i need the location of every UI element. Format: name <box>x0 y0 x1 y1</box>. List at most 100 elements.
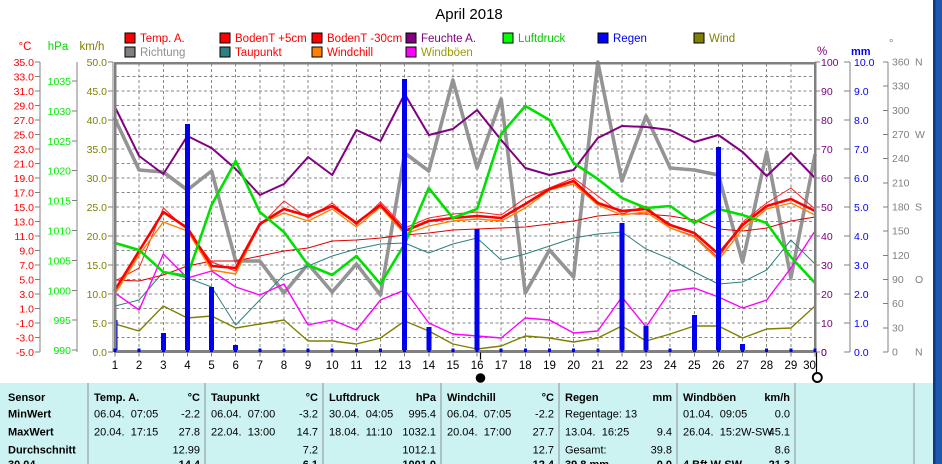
svg-text:14.4: 14.4 <box>179 459 201 464</box>
svg-text:13: 13 <box>398 360 411 372</box>
svg-text:8.0: 8.0 <box>854 115 869 127</box>
svg-text:0: 0 <box>821 347 827 359</box>
svg-text:15.0: 15.0 <box>14 202 35 214</box>
svg-text:15.0: 15.0 <box>87 260 108 272</box>
svg-text:1.0: 1.0 <box>854 318 869 330</box>
svg-text:Regen: Regen <box>565 392 599 404</box>
svg-text:06.04. 07:00: 06.04. 07:00 <box>211 409 275 421</box>
svg-text:9.0: 9.0 <box>19 246 34 258</box>
svg-text:km/h: km/h <box>764 392 790 404</box>
svg-text:2: 2 <box>136 360 142 372</box>
svg-text:35.0: 35.0 <box>87 144 108 156</box>
svg-text:7: 7 <box>257 360 263 372</box>
svg-text:1035: 1035 <box>48 76 72 88</box>
svg-text:-5.0: -5.0 <box>16 347 34 359</box>
svg-text:20.04. 17:00: 20.04. 17:00 <box>447 427 511 439</box>
svg-text:19.0: 19.0 <box>14 173 35 185</box>
svg-text:10: 10 <box>326 360 339 372</box>
svg-text:27.0: 27.0 <box>14 115 35 127</box>
svg-text:25.0: 25.0 <box>14 130 35 142</box>
svg-text:7.2: 7.2 <box>303 445 318 457</box>
svg-text:35.0: 35.0 <box>14 57 35 69</box>
svg-text:210: 210 <box>892 177 910 189</box>
svg-text:April 2018: April 2018 <box>435 6 503 23</box>
svg-text:26.04. 15:2W-SW: 26.04. 15:2W-SW <box>683 427 773 439</box>
svg-text:22.04. 13:00: 22.04. 13:00 <box>211 427 275 439</box>
svg-text:45.1: 45.1 <box>769 427 790 439</box>
svg-text:13.04. 16:25: 13.04. 16:25 <box>565 427 629 439</box>
svg-text:45.0: 45.0 <box>87 86 108 98</box>
svg-text:30.0: 30.0 <box>87 173 108 185</box>
svg-text:21.0: 21.0 <box>14 159 35 171</box>
svg-text:25.0: 25.0 <box>87 202 108 214</box>
svg-text:S: S <box>915 202 922 214</box>
svg-text:40.0: 40.0 <box>87 115 108 127</box>
svg-text:1012.1: 1012.1 <box>402 445 436 457</box>
svg-text:-3.0: -3.0 <box>16 333 34 345</box>
svg-text:5.0: 5.0 <box>854 202 869 214</box>
svg-text:1000: 1000 <box>48 285 72 297</box>
svg-text:°C: °C <box>19 41 32 53</box>
svg-text:300: 300 <box>892 105 910 117</box>
svg-text:0.0: 0.0 <box>775 409 790 421</box>
svg-text:2.0: 2.0 <box>854 289 869 301</box>
svg-text:Wind: Wind <box>709 33 735 45</box>
svg-text:Feuchte A.: Feuchte A. <box>421 33 476 45</box>
svg-text:28: 28 <box>760 360 773 372</box>
svg-text:11.0: 11.0 <box>14 231 34 243</box>
svg-text:29.0: 29.0 <box>14 101 35 113</box>
svg-text:0.0: 0.0 <box>854 347 869 359</box>
svg-text:60: 60 <box>821 173 833 185</box>
svg-text:°C: °C <box>306 392 318 404</box>
svg-text:12.99: 12.99 <box>172 445 200 457</box>
svg-text:O: O <box>915 274 923 286</box>
svg-text:-1.0: -1.0 <box>16 318 34 330</box>
svg-text:N: N <box>915 347 923 359</box>
svg-text:0: 0 <box>821 347 827 359</box>
svg-text:Sensor: Sensor <box>8 392 46 404</box>
svg-text:BodenT -30cm: BodenT -30cm <box>327 33 402 45</box>
svg-text:0.0: 0.0 <box>657 459 672 464</box>
svg-text:-3.2: -3.2 <box>299 409 318 421</box>
svg-text:24: 24 <box>664 360 677 372</box>
svg-text:990: 990 <box>53 345 71 357</box>
svg-text:4 Bft W-SW: 4 Bft W-SW <box>683 459 743 464</box>
svg-text:14: 14 <box>422 360 435 372</box>
svg-text:10: 10 <box>821 318 833 330</box>
svg-text:100: 100 <box>821 57 839 69</box>
svg-text:19: 19 <box>543 360 556 372</box>
svg-text:12.4: 12.4 <box>533 459 555 464</box>
svg-text:Windchill: Windchill <box>327 47 373 59</box>
svg-text:1.0: 1.0 <box>19 304 34 316</box>
svg-text:27.7: 27.7 <box>533 427 554 439</box>
svg-text:29: 29 <box>785 360 798 372</box>
svg-text:15: 15 <box>447 360 460 372</box>
svg-text:11: 11 <box>350 360 362 372</box>
svg-text:4.0: 4.0 <box>854 231 869 243</box>
svg-text:240: 240 <box>892 153 910 165</box>
svg-text:30: 30 <box>803 360 816 372</box>
svg-text:1020: 1020 <box>48 166 72 178</box>
svg-text:5.0: 5.0 <box>19 275 34 287</box>
svg-text:270: 270 <box>892 129 910 141</box>
svg-text:180: 180 <box>892 202 910 214</box>
svg-text:25: 25 <box>688 360 701 372</box>
svg-text:90: 90 <box>892 274 904 286</box>
svg-text:30.04. 04:05: 30.04. 04:05 <box>329 409 393 421</box>
svg-text:mm: mm <box>652 392 672 404</box>
svg-text:km/h: km/h <box>80 41 105 53</box>
svg-text:Richtung: Richtung <box>140 47 185 59</box>
svg-text:27: 27 <box>736 360 749 372</box>
svg-text:17.0: 17.0 <box>14 188 35 200</box>
svg-text:1015: 1015 <box>48 196 72 208</box>
svg-text:Temp. A.: Temp. A. <box>94 392 139 404</box>
svg-text:60: 60 <box>892 298 904 310</box>
svg-text:-2.2: -2.2 <box>181 409 200 421</box>
svg-text:1032.1: 1032.1 <box>402 427 436 439</box>
svg-text:20: 20 <box>821 289 833 301</box>
svg-text:6.0: 6.0 <box>854 173 869 185</box>
svg-text:Taupunkt: Taupunkt <box>211 392 260 404</box>
svg-text:9: 9 <box>305 360 311 372</box>
svg-text:Gesamt:: Gesamt: <box>565 445 607 457</box>
svg-text:9.4: 9.4 <box>657 427 672 439</box>
